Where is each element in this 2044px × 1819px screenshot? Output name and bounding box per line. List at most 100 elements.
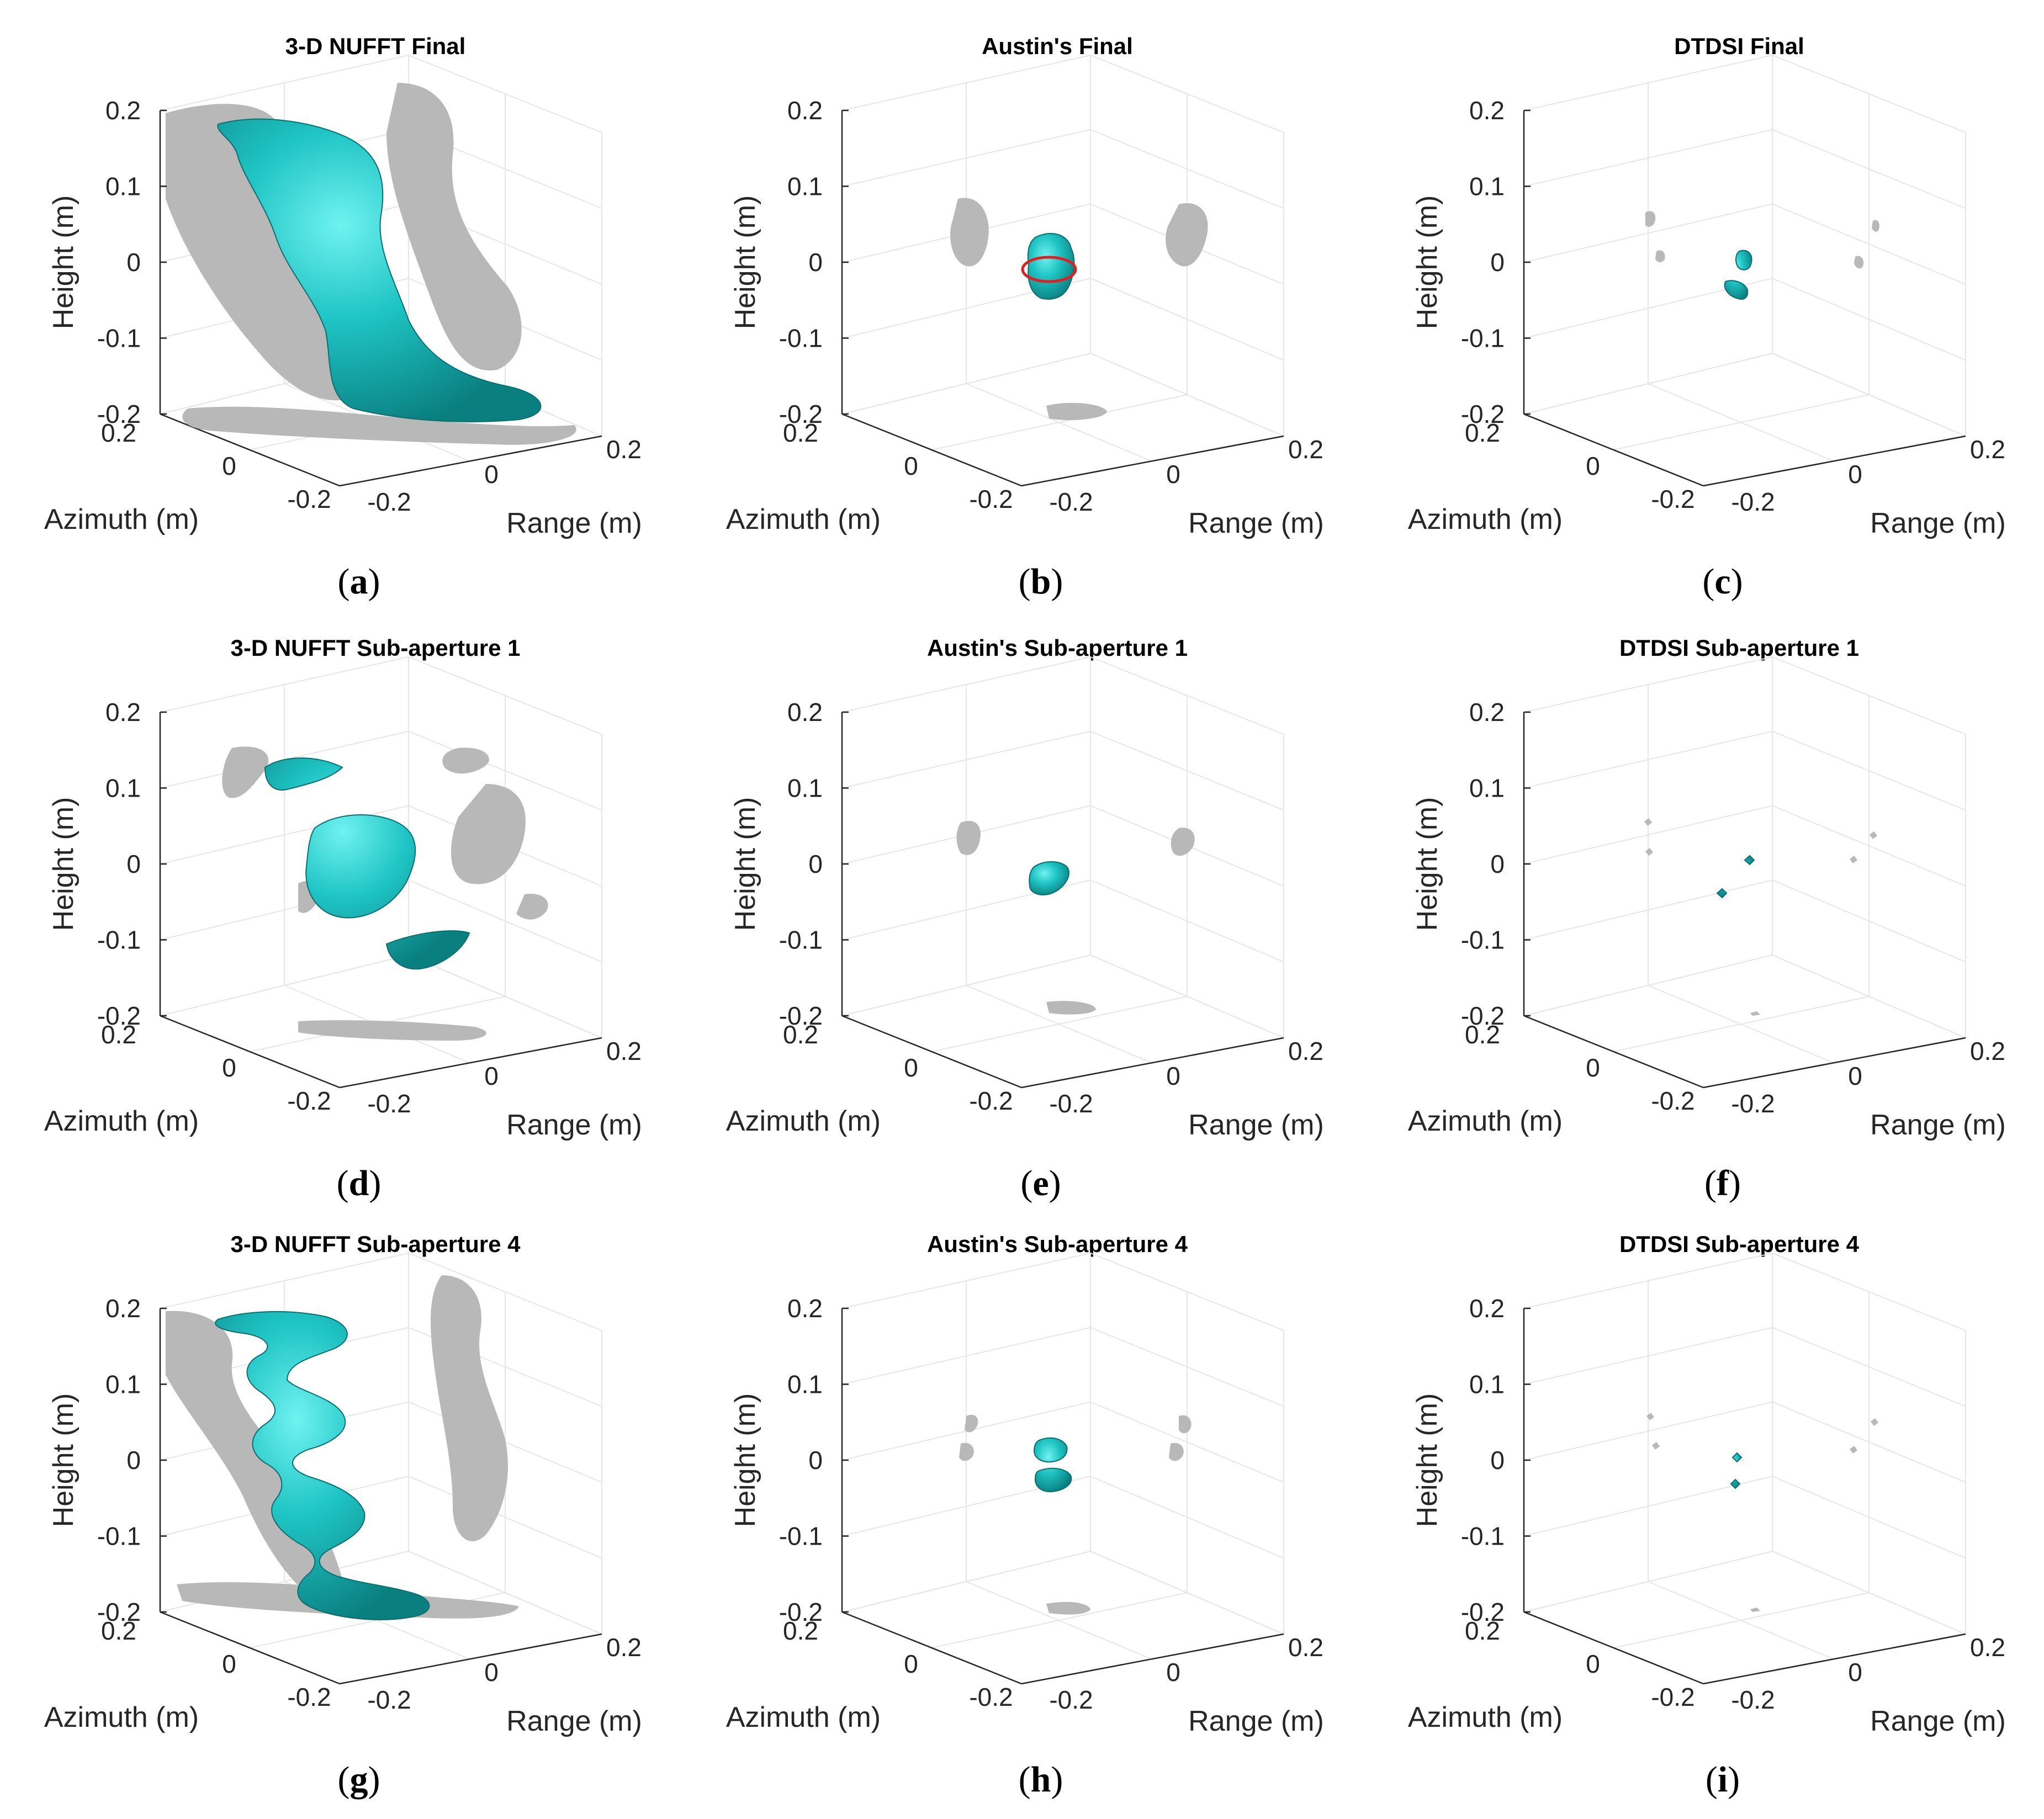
panel-i: DTDSI Sub-aperture 40.20.10-0.1-0.20.20-… [1408,1231,2006,1800]
grid-line [1090,1401,1284,1483]
x-axis-line [339,1037,602,1089]
shadow-projection [431,1275,508,1541]
x-axis-label: Range (m) [1870,1705,2006,1737]
x-axis-label: Range (m) [506,507,642,539]
z-tick-label: 0.1 [1469,172,1505,201]
grid-line [841,129,1091,187]
z-tick-label: -0.2 [1461,400,1505,428]
z-tick-label: -0.2 [779,1598,823,1626]
grid-line [1090,1327,1284,1407]
x-axis-line [1021,1633,1284,1685]
z-tick-label: -0.1 [1461,1522,1505,1551]
isosurface-blob [1027,232,1075,300]
grid-line [1090,879,1284,963]
z-axis-label: Height (m) [729,1393,761,1528]
subfigure-label: (c) [1702,561,1743,602]
y-tick-label: 0.2 [1465,418,1500,447]
z-axis-label: Height (m) [729,797,761,931]
y-tick-label: 0 [222,1650,236,1678]
isosurface-blob [1033,1437,1072,1493]
z-tick-label: 0.2 [1469,698,1505,726]
grid-line [1090,730,1284,811]
y-tick-label: 0 [222,1053,236,1082]
grid-line [1523,1327,1773,1385]
x-tick-label: 0 [1166,1062,1180,1090]
y-tick-label: 0 [904,1650,918,1678]
grid-line [1772,278,1966,361]
panel-f: DTDSI Sub-aperture 10.20.10-0.1-0.20.20-… [1408,635,2006,1203]
z-tick-label: 0 [1490,1446,1505,1475]
isosurface-blob [1029,861,1069,895]
y-tick-label: -0.2 [969,1086,1013,1115]
panel-title: Austin's Sub-aperture 4 [927,1231,1188,1257]
y-axis-line [841,1015,1022,1089]
x-tick-label: 0.2 [1970,1633,2005,1662]
grid-line [1772,129,1966,209]
z-tick-label: 0.1 [787,172,823,201]
y-tick-label: 0.2 [1465,1020,1500,1049]
shadow-projection [166,104,366,401]
shadow-projection [516,894,548,920]
x-tick-label: 0.2 [1288,1037,1323,1065]
x-tick-label: -0.2 [1049,487,1093,516]
grid-line [1772,730,1966,811]
x-axis-line [339,1633,602,1685]
subfigure-label: (h) [1019,1759,1063,1800]
z-tick-label: 0 [1490,248,1505,277]
y-axis-line [1523,413,1704,487]
z-tick-label: 0 [1490,850,1505,878]
shadow-projection [442,747,489,774]
isosurface-blob [1724,250,1752,300]
z-tick-label: 0 [808,850,823,878]
x-tick-label: 0.2 [606,435,642,464]
x-tick-label: -0.2 [1049,1685,1093,1714]
y-tick-label: -0.2 [287,1086,331,1115]
y-axis-label: Azimuth (m) [1408,1701,1563,1733]
x-axis-line [1703,1633,1966,1685]
shadow-projection [1750,1011,1760,1016]
z-tick-label: 0.1 [105,774,141,803]
subfigure-label: (b) [1019,561,1063,602]
isosurface-blob [1730,1452,1743,1489]
grid-line [1772,1476,1966,1559]
shadow-projection [1171,828,1195,856]
shadow-projection [1850,1446,1857,1454]
z-axis-label: Height (m) [1411,195,1443,330]
y-axis-line [160,413,340,487]
x-axis-label: Range (m) [506,1705,642,1737]
grid-line [1523,1401,1773,1461]
grid-line [966,383,1152,462]
z-axis-label: Height (m) [729,195,761,330]
panel-title: 3-D NUFFT Final [285,33,466,59]
x-tick-label: 0.2 [1288,1633,1323,1662]
x-tick-label: 0 [484,1062,499,1090]
z-tick-label: 0.1 [1469,1370,1505,1399]
shadow-projection [182,406,576,445]
shadow-projection [1871,1418,1878,1426]
grid-line [1772,805,1966,887]
x-tick-label: 0 [1166,1658,1180,1687]
z-tick-label: -0.2 [1461,1598,1505,1626]
y-axis-line [1523,1015,1704,1089]
x-tick-label: -0.2 [367,487,411,516]
x-tick-label: 0 [1166,460,1180,489]
panel-title: Austin's Final [982,33,1133,59]
shadow-projection [1655,250,1665,263]
subfigure-label: (e) [1020,1163,1061,1203]
y-axis-label: Azimuth (m) [726,1105,881,1137]
y-axis-line [1523,1611,1704,1685]
z-tick-label: 0.2 [787,1294,823,1323]
y-tick-label: 0 [222,452,236,480]
grid-line [1523,1476,1773,1537]
z-tick-label: 0 [126,1446,141,1475]
z-tick-label: 0.2 [105,698,141,726]
z-tick-label: 0.2 [1469,1294,1505,1323]
y-axis-label: Azimuth (m) [44,503,199,535]
x-axis-line [1703,435,1966,487]
grid-line [1772,879,1966,963]
z-axis-label: Height (m) [1411,797,1443,931]
z-tick-label: -0.1 [1461,926,1505,954]
